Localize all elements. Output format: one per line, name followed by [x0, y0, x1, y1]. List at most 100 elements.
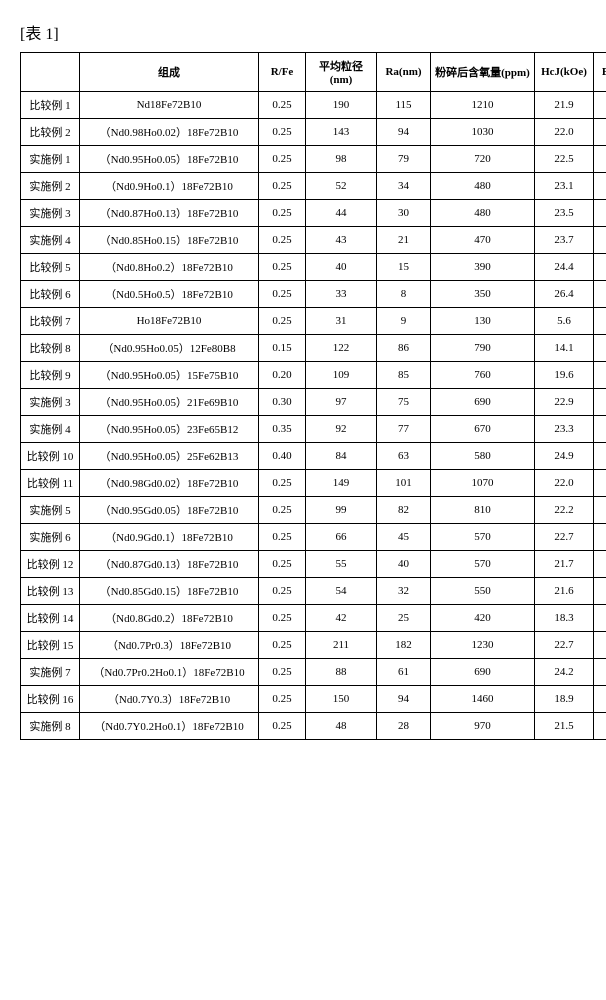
cell: 0.25	[259, 308, 306, 335]
row-label: 比较例 12	[21, 551, 80, 578]
cell: 98	[306, 146, 377, 173]
cell: 0.25	[259, 470, 306, 497]
cell: 21.6	[535, 578, 594, 605]
cell: 97	[306, 389, 377, 416]
row-label: 比较例 7	[21, 308, 80, 335]
cell: 420	[431, 605, 535, 632]
cell: 8.6	[594, 92, 606, 119]
table-row: 比较例 7Ho18Fe72B100.253191305.61.8	[21, 308, 606, 335]
cell: （Nd0.87Gd0.13）18Fe72B10	[80, 551, 259, 578]
cell: 18.3	[535, 605, 594, 632]
cell: （Nd0.8Gd0.2）18Fe72B10	[80, 605, 259, 632]
row-label: 比较例 2	[21, 119, 80, 146]
cell: 8.9	[594, 713, 606, 740]
cell: 150	[306, 686, 377, 713]
cell: 8.1	[594, 173, 606, 200]
cell: 30	[377, 200, 431, 227]
cell: 92	[306, 416, 377, 443]
cell: 580	[431, 443, 535, 470]
cell: 5.6	[535, 308, 594, 335]
cell: 32	[377, 578, 431, 605]
row-label: 实施例 2	[21, 173, 80, 200]
cell: 0.25	[259, 551, 306, 578]
table-row: 比较例 8（Nd0.95Ho0.05）12Fe80B80.15122867901…	[21, 335, 606, 362]
cell: 211	[306, 632, 377, 659]
cell: （Nd0.7Y0.3）18Fe72B10	[80, 686, 259, 713]
cell: 77	[377, 416, 431, 443]
table-row: 实施例 4（Nd0.85Ho0.15）18Fe72B100.2543214702…	[21, 227, 606, 254]
cell: 0.25	[259, 200, 306, 227]
table-row: 比较例 15（Nd0.7Pr0.3）18Fe72B100.25211182123…	[21, 632, 606, 659]
cell: 86	[377, 335, 431, 362]
cell: 55	[306, 551, 377, 578]
row-label: 比较例 6	[21, 281, 80, 308]
cell: 480	[431, 173, 535, 200]
cell: 14.1	[535, 335, 594, 362]
row-label: 实施例 3	[21, 389, 80, 416]
cell: 143	[306, 119, 377, 146]
cell: 8.6	[594, 632, 606, 659]
row-label: 实施例 4	[21, 416, 80, 443]
cell: 7.2	[594, 254, 606, 281]
table-row: 比较例 11（Nd0.98Gd0.02）18Fe72B100.251491011…	[21, 470, 606, 497]
cell: 15	[377, 254, 431, 281]
column-header: 组成	[80, 53, 259, 92]
cell: 28	[377, 713, 431, 740]
table-row: 比较例 12（Nd0.87Gd0.13）18Fe72B100.255540570…	[21, 551, 606, 578]
cell: 66	[306, 524, 377, 551]
cell: 7.1	[594, 443, 606, 470]
cell: 8	[377, 281, 431, 308]
cell: 0.25	[259, 632, 306, 659]
cell: 34	[377, 173, 431, 200]
row-label: 实施例 4	[21, 227, 80, 254]
cell: 0.25	[259, 659, 306, 686]
cell: 18.9	[535, 686, 594, 713]
cell: 19.6	[535, 362, 594, 389]
cell: 23.3	[535, 416, 594, 443]
table-row: 比较例 9（Nd0.95Ho0.05）15Fe75B100.2010985760…	[21, 362, 606, 389]
cell: 8.4	[594, 335, 606, 362]
cell: 350	[431, 281, 535, 308]
cell: 44	[306, 200, 377, 227]
column-header	[21, 53, 80, 92]
row-label: 比较例 10	[21, 443, 80, 470]
cell: 810	[431, 497, 535, 524]
cell: 1230	[431, 632, 535, 659]
cell: 1070	[431, 470, 535, 497]
row-label: 比较例 5	[21, 254, 80, 281]
cell: 1210	[431, 92, 535, 119]
table-row: 比较例 16（Nd0.7Y0.3）18Fe72B100.251509414601…	[21, 686, 606, 713]
column-header: 粉碎后含氧量(ppm)	[431, 53, 535, 92]
cell: （Nd0.5Ho0.5）18Fe72B10	[80, 281, 259, 308]
cell: 970	[431, 713, 535, 740]
cell: 79	[377, 146, 431, 173]
row-label: 实施例 8	[21, 713, 80, 740]
table-row: 实施例 3（Nd0.87Ho0.13）18Fe72B100.2544304802…	[21, 200, 606, 227]
cell: 43	[306, 227, 377, 254]
row-label: 实施例 5	[21, 497, 80, 524]
row-label: 比较例 13	[21, 578, 80, 605]
table-row: 实施例 4（Nd0.95Ho0.05）23Fe65B120.3592776702…	[21, 416, 606, 443]
cell: 8.2	[594, 524, 606, 551]
cell: 115	[377, 92, 431, 119]
cell: Ho18Fe72B10	[80, 308, 259, 335]
cell: 0.15	[259, 335, 306, 362]
cell: 8.2	[594, 362, 606, 389]
cell: 25	[377, 605, 431, 632]
table-row: 实施例 7（Nd0.7Pr0.2Ho0.1）18Fe72B100.2588616…	[21, 659, 606, 686]
cell: 9	[377, 308, 431, 335]
cell: 8.4	[594, 146, 606, 173]
row-label: 实施例 6	[21, 524, 80, 551]
row-label: 比较例 9	[21, 362, 80, 389]
table-row: 实施例 6（Nd0.9Gd0.1）18Fe72B100.25664557022.…	[21, 524, 606, 551]
cell: 0.25	[259, 713, 306, 740]
cell: 33	[306, 281, 377, 308]
cell: 21.5	[535, 713, 594, 740]
cell: 8.0	[594, 416, 606, 443]
header-row: 组成R/Fe平均粒径(nm)Ra(nm)粉碎后含氧量(ppm)HcJ(kOe)B…	[21, 53, 606, 92]
cell: 22.7	[535, 632, 594, 659]
cell: 26.4	[535, 281, 594, 308]
cell: 22.7	[535, 524, 594, 551]
cell: 7.7	[594, 551, 606, 578]
cell: 760	[431, 362, 535, 389]
